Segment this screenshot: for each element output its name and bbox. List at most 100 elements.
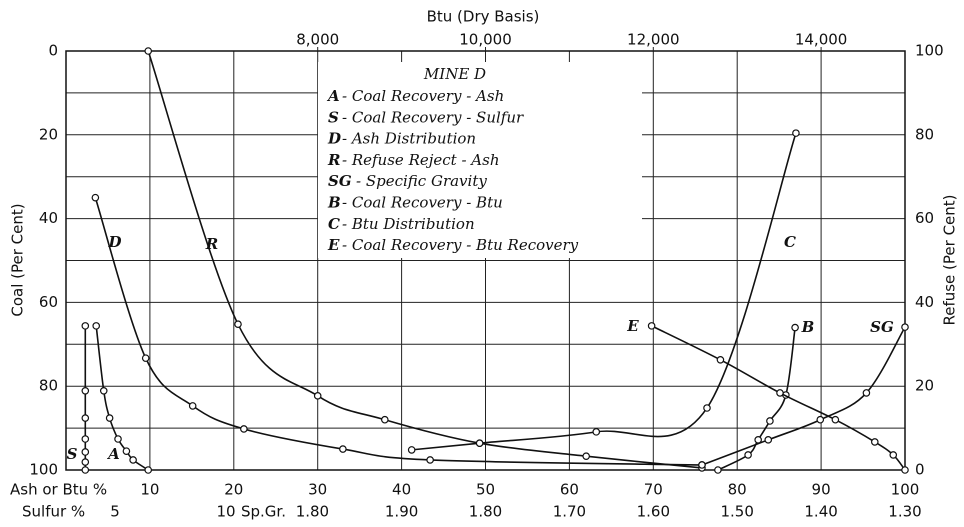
sulfur-tick-label: 10 <box>216 503 235 521</box>
sp-gr-tick-label: 1.90 <box>385 503 418 521</box>
series-line <box>651 325 906 471</box>
sulfur-axis-label: Sulfur % <box>22 503 85 521</box>
series-label: E <box>626 317 639 335</box>
y2-tick-label: 40 <box>915 293 934 311</box>
data-point <box>647 322 656 330</box>
data-point <box>862 389 871 397</box>
y-tick-label: 40 <box>39 209 58 227</box>
legend-title: MINE D <box>423 65 486 83</box>
legend-key: SG <box>328 172 352 190</box>
data-point <box>716 356 725 364</box>
legend-key: D <box>327 130 341 148</box>
x-tick-label: 70 <box>644 481 663 499</box>
y2-tick-label: 60 <box>915 209 934 227</box>
series-label: R <box>205 235 218 253</box>
sp-gr-tick-label: 1.60 <box>637 503 670 521</box>
x-tick-label: 50 <box>476 481 495 499</box>
data-point <box>234 320 242 328</box>
y-tick-label: 80 <box>39 377 58 395</box>
data-point <box>81 387 90 395</box>
data-point <box>99 387 108 395</box>
sp-gr-tick-label: 1.80 <box>296 503 329 521</box>
sp-gr-tick-label: 1.70 <box>553 503 586 521</box>
sp-gr-tick-label: 1.40 <box>804 503 837 521</box>
x2-tick-label: 14,000 <box>795 31 848 49</box>
y-tick-label: 0 <box>48 42 58 60</box>
y2-tick-label: 100 <box>915 42 944 60</box>
data-point <box>81 458 90 466</box>
series-label: B <box>801 318 815 336</box>
data-point <box>407 446 416 454</box>
sp-gr-tick-label: 1.30 <box>888 503 921 521</box>
data-point <box>313 392 322 400</box>
data-point <box>81 414 90 422</box>
series-line <box>94 197 702 466</box>
series-label: A <box>106 445 120 463</box>
data-point <box>776 389 784 397</box>
legend-text: - Coal Recovery - Btu <box>342 194 503 212</box>
data-point <box>426 456 434 464</box>
legend-key: R <box>327 151 340 169</box>
x-tick-label: 20 <box>224 481 243 499</box>
legend-box <box>318 62 642 258</box>
y-tick-label: 100 <box>29 461 58 479</box>
data-point <box>81 466 90 474</box>
x-tick-label: 60 <box>560 481 579 499</box>
legend-text: - Specific Gravity <box>356 172 487 190</box>
data-point <box>141 354 150 362</box>
data-point <box>792 129 800 137</box>
x-tick-label: 80 <box>728 481 747 499</box>
data-point <box>91 193 100 202</box>
data-point <box>122 447 131 455</box>
data-point <box>475 439 484 447</box>
data-point <box>582 452 590 460</box>
sp-gr-label: Sp.Gr. <box>241 503 286 521</box>
data-point <box>381 415 389 424</box>
legend-text: - Btu Distribution <box>342 215 475 233</box>
data-point <box>901 466 909 474</box>
legend-text: - Ash Distribution <box>342 130 476 148</box>
data-point <box>870 438 879 446</box>
y-tick-label: 20 <box>39 125 58 143</box>
data-point <box>81 435 90 443</box>
legend-key: S <box>328 108 339 126</box>
legend-text: - Coal Recovery - Ash <box>342 87 504 105</box>
y2-axis-label: Refuse (Per Cent) <box>941 194 959 325</box>
x-axis-label: Ash or Btu % <box>10 481 107 499</box>
data-point <box>816 415 825 424</box>
series-label: S <box>67 445 78 463</box>
x2-axis-label: Btu (Dry Basis) <box>427 8 540 26</box>
sp-gr-tick-label: 1.80 <box>469 503 502 521</box>
legend-key: A <box>326 87 340 105</box>
data-point <box>339 445 347 453</box>
series-label: C <box>784 233 796 251</box>
legend-text: - Refuse Reject - Ash <box>342 151 500 169</box>
data-point <box>714 466 722 474</box>
data-point <box>129 456 137 464</box>
sulfur-tick-label: 5 <box>110 503 120 521</box>
x2-tick-label: 10,000 <box>459 31 512 49</box>
data-point <box>744 451 752 459</box>
data-point <box>754 436 762 444</box>
legend-text: - Coal Recovery - Btu Recovery <box>342 236 579 254</box>
series-line <box>717 327 796 471</box>
x-tick-label: 30 <box>308 481 327 499</box>
x-tick-label: 100 <box>891 481 920 499</box>
legend-text: - Coal Recovery - Sulfur <box>342 108 524 126</box>
y2-tick-label: 80 <box>915 125 934 143</box>
x-tick-label: 90 <box>812 481 831 499</box>
x-tick-label: 10 <box>140 481 159 499</box>
data-point <box>81 322 90 330</box>
series-label: SG <box>870 318 894 336</box>
y-axis-label: Coal (Per Cent) <box>9 203 27 316</box>
sp-gr-tick-label: 1.50 <box>720 503 753 521</box>
data-point <box>144 466 153 474</box>
data-point <box>766 417 774 425</box>
y2-tick-label: 0 <box>915 461 925 479</box>
data-point <box>592 428 601 436</box>
data-point <box>144 47 153 55</box>
x-tick-label: 40 <box>392 481 411 499</box>
